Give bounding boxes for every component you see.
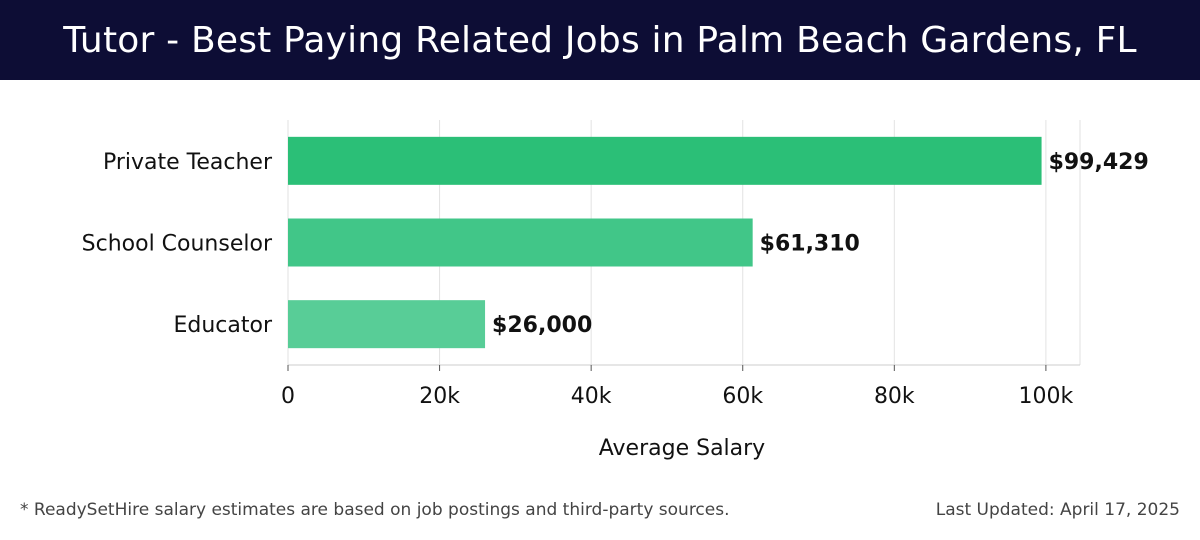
category-label: Educator [173,313,272,338]
category-label: Private Teacher [103,150,273,175]
chart-header: Tutor - Best Paying Related Jobs in Palm… [0,0,1200,80]
last-updated: Last Updated: April 17, 2025 [935,500,1180,520]
value-label: $61,310 [760,232,860,257]
value-label: $26,000 [492,313,592,338]
bar [288,300,486,349]
footnote: * ReadySetHire salary estimates are base… [20,500,730,520]
x-tick-label: 20k [419,384,460,409]
bar-chart: 0 20k 40k 60k 80k 100k Private Teacher $99,429 S… [82,120,1149,461]
x-tick-label: 100k [1019,384,1074,409]
bar [288,218,753,267]
x-axis-title: Average Salary [599,436,765,461]
x-tick-label: 60k [722,384,763,409]
category-label: School Counselor [82,232,273,257]
x-tick-label: 80k [874,384,915,409]
bar [288,136,1042,185]
value-label: $99,429 [1049,150,1149,175]
chart-title: Tutor - Best Paying Related Jobs in Palm… [63,19,1137,61]
x-tick-label: 0 [281,384,295,409]
x-tick-label: 40k [571,384,612,409]
